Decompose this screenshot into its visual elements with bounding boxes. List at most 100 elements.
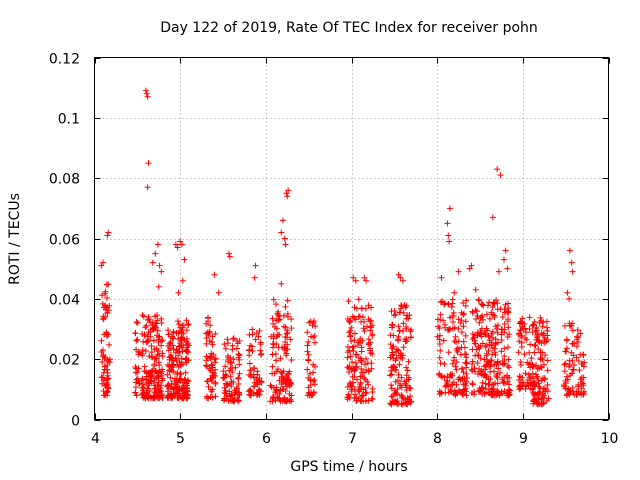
data-point — [235, 381, 242, 388]
data-point — [138, 385, 145, 392]
data-point — [485, 376, 492, 383]
data-point — [578, 385, 585, 392]
data-point — [347, 328, 354, 335]
data-point — [352, 391, 359, 398]
data-point — [179, 277, 186, 284]
data-point — [158, 372, 165, 379]
data-point — [309, 322, 316, 329]
data-point — [349, 313, 356, 320]
data-point — [173, 357, 180, 364]
data-point — [280, 323, 287, 330]
data-point — [475, 343, 482, 350]
data-point — [474, 332, 481, 339]
data-point — [537, 356, 544, 363]
data-point — [99, 380, 106, 387]
data-point — [400, 320, 407, 327]
data-point — [310, 334, 317, 341]
data-point — [211, 271, 218, 278]
data-point — [275, 308, 282, 315]
data-point — [458, 329, 465, 336]
data-point — [344, 394, 351, 401]
data-point — [468, 262, 475, 269]
data-point — [177, 362, 184, 369]
data-point — [575, 358, 582, 365]
data-point — [270, 320, 277, 327]
data-point — [228, 378, 235, 385]
data-point — [532, 390, 539, 397]
data-point — [207, 376, 214, 383]
data-point — [144, 385, 151, 392]
data-point — [483, 311, 490, 318]
data-point — [487, 368, 494, 375]
data-point — [286, 382, 293, 389]
data-point — [144, 184, 151, 191]
data-point — [405, 358, 412, 365]
data-point — [180, 342, 187, 349]
data-point — [310, 369, 317, 376]
data-point — [346, 347, 353, 354]
data-point — [437, 316, 444, 323]
data-point — [311, 381, 318, 388]
data-point — [183, 382, 190, 389]
data-point — [390, 351, 397, 358]
data-point — [494, 329, 501, 336]
data-point — [499, 390, 506, 397]
data-point — [568, 259, 575, 266]
data-point — [388, 393, 395, 400]
data-point — [170, 329, 177, 336]
data-point — [166, 345, 173, 352]
data-point — [544, 357, 551, 364]
data-point — [561, 361, 568, 368]
data-point — [157, 388, 164, 395]
y-axis-label: ROTI / TECUs — [7, 193, 23, 285]
data-point — [452, 333, 459, 340]
data-point — [535, 395, 542, 402]
data-point — [283, 190, 290, 197]
data-point — [456, 374, 463, 381]
data-point — [221, 341, 228, 348]
data-point — [481, 390, 488, 397]
data-point — [401, 378, 408, 385]
data-point — [450, 318, 457, 325]
data-point — [472, 286, 479, 293]
data-point — [179, 324, 186, 331]
data-point — [175, 289, 182, 296]
data-point — [504, 392, 511, 399]
data-point — [273, 368, 280, 375]
data-point — [521, 351, 528, 358]
data-point — [234, 337, 241, 344]
data-point — [353, 363, 360, 370]
data-point — [445, 301, 452, 308]
data-point — [269, 393, 276, 400]
data-point — [469, 358, 476, 365]
data-point — [461, 386, 468, 393]
data-point — [504, 318, 511, 325]
data-point — [230, 356, 237, 363]
data-point — [405, 315, 412, 322]
data-point — [309, 391, 316, 398]
data-point — [145, 337, 152, 344]
data-point — [537, 314, 544, 321]
data-point — [209, 341, 216, 348]
data-point — [364, 360, 371, 367]
data-point — [151, 361, 158, 368]
x-tick-label: 10 — [601, 431, 619, 447]
data-point — [251, 274, 258, 281]
data-point — [246, 352, 253, 359]
data-point — [499, 376, 506, 383]
data-point — [346, 394, 353, 401]
data-points — [98, 87, 588, 408]
data-point — [149, 259, 156, 266]
data-point — [491, 345, 498, 352]
data-point — [284, 193, 291, 200]
data-point — [98, 262, 105, 269]
data-point — [304, 329, 311, 336]
data-point — [451, 354, 458, 361]
data-point — [256, 374, 263, 381]
data-point — [225, 354, 232, 361]
data-point — [517, 362, 524, 369]
data-point — [141, 363, 148, 370]
data-point — [144, 93, 151, 100]
data-point — [449, 360, 456, 367]
data-point — [347, 353, 354, 360]
